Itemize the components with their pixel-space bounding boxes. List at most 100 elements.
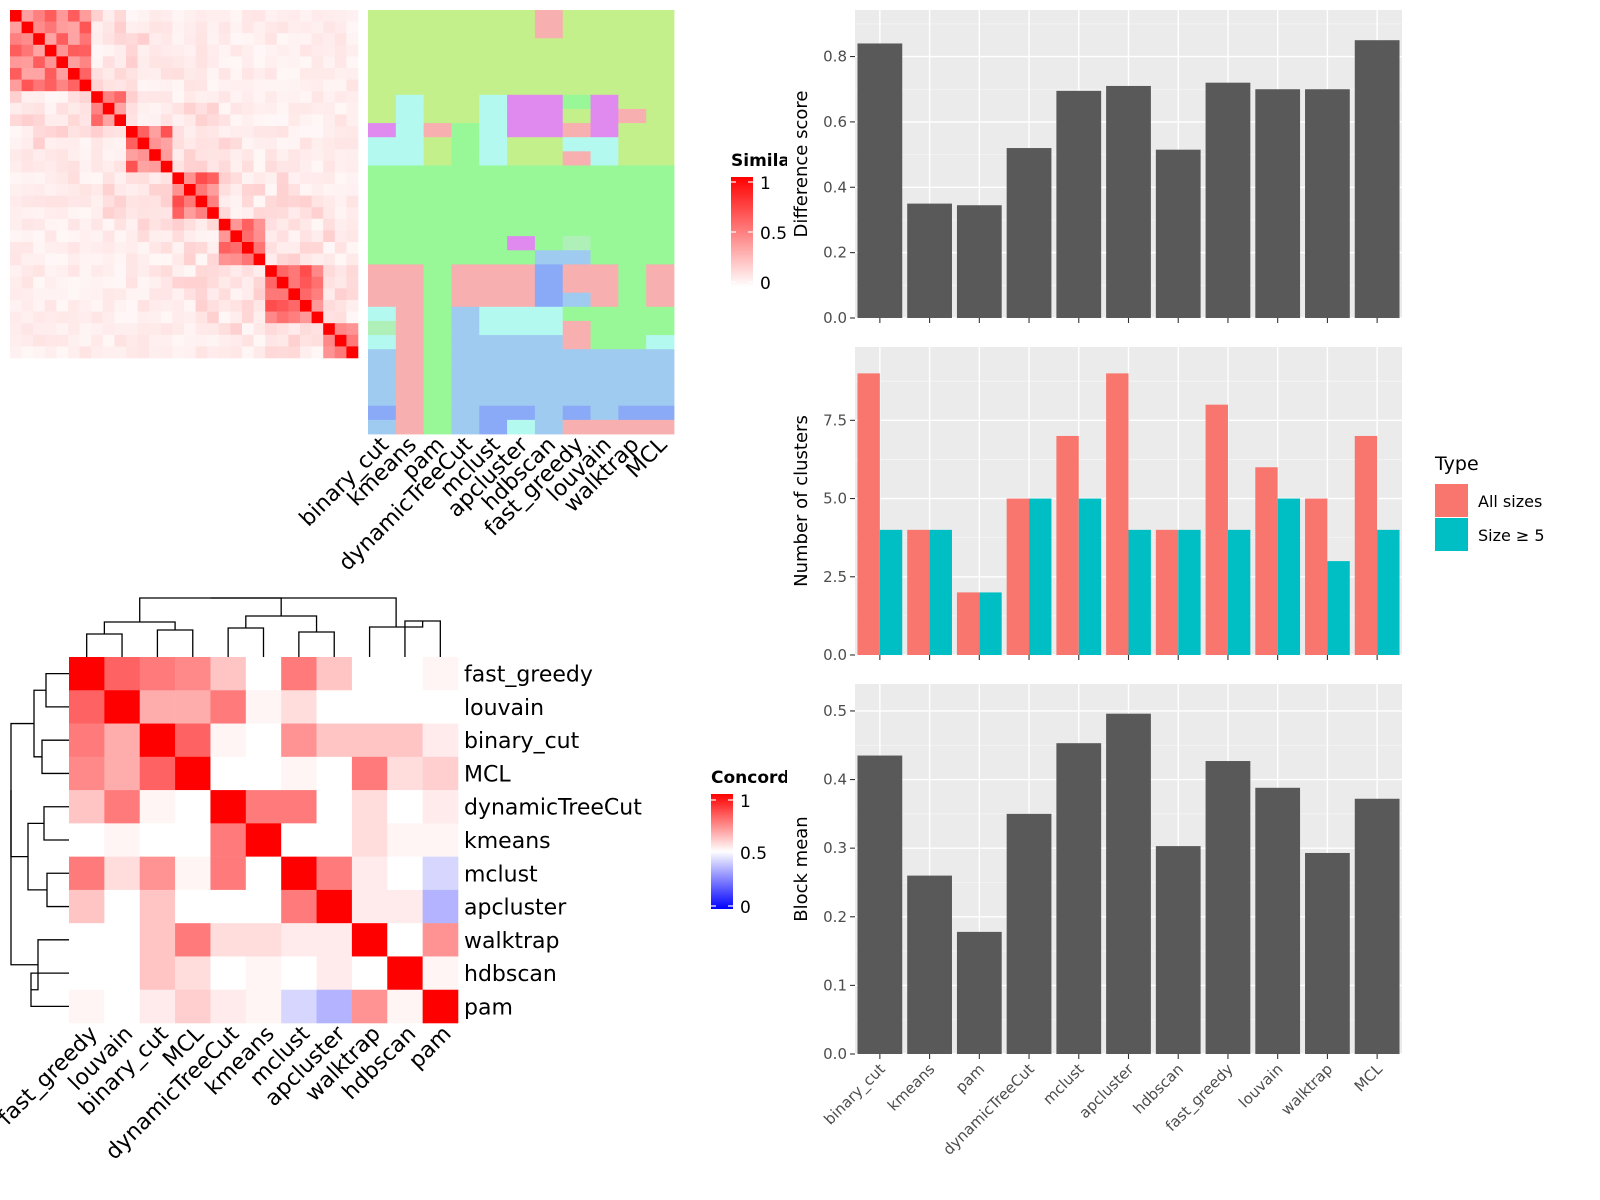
membership-cell	[646, 250, 675, 265]
similarity-cell	[334, 172, 347, 185]
similarity-cell	[102, 288, 115, 301]
membership-cell	[590, 363, 619, 378]
similarity-cell	[56, 91, 69, 104]
membership-cell	[395, 80, 425, 96]
similarity-cell	[334, 230, 347, 243]
similarity-cell	[288, 160, 301, 173]
similarity-cell	[218, 207, 231, 220]
cluster-membership-grid	[368, 10, 675, 435]
similarity-cell	[346, 184, 359, 196]
bar	[907, 203, 952, 318]
similarity-cell	[184, 334, 196, 347]
similarity-cell	[149, 149, 162, 162]
bar	[1205, 761, 1251, 1054]
similarity-cell	[91, 300, 104, 312]
similarity-cell	[195, 79, 208, 92]
y-tick-label: 5.0	[823, 490, 847, 508]
similarity-cell	[276, 10, 289, 22]
membership-cell	[618, 10, 647, 25]
membership-cell	[395, 391, 425, 407]
similarity-cell	[21, 79, 34, 92]
similarity-cell	[68, 33, 80, 46]
similarity-cell	[56, 300, 69, 312]
similarity-cell	[21, 323, 34, 336]
similarity-cell	[56, 311, 69, 324]
concordance-cell	[281, 790, 317, 824]
similarity-cell	[265, 21, 278, 34]
similarity-cell	[10, 300, 22, 312]
membership-cell	[646, 405, 675, 421]
concordance-cell	[210, 823, 247, 857]
similarity-cell	[311, 44, 324, 57]
membership-cell	[618, 123, 647, 138]
membership-cell	[507, 363, 536, 378]
concordance-cell	[245, 823, 282, 857]
similarity-cell	[265, 137, 278, 150]
membership-cell	[423, 335, 452, 350]
similarity-cell	[44, 160, 57, 173]
membership-cell	[646, 66, 675, 82]
similarity-cell	[172, 242, 185, 254]
membership-cell	[479, 250, 508, 265]
similarity-cell	[126, 160, 138, 173]
membership-cell	[423, 52, 452, 67]
similarity-cell	[149, 56, 162, 69]
similarity-cell	[323, 195, 336, 208]
similarity-cell	[149, 207, 162, 220]
similarity-cell	[114, 21, 127, 34]
similarity-cell	[300, 10, 312, 22]
membership-cell	[479, 207, 508, 223]
membership-cell	[479, 108, 508, 124]
similarity-cell	[68, 300, 80, 312]
similarity-cell	[184, 242, 196, 254]
membership-cell	[368, 306, 397, 322]
similarity-cell	[253, 56, 266, 69]
similarity-cell	[230, 172, 243, 185]
membership-cell	[590, 193, 619, 209]
concordance-cell	[210, 756, 247, 791]
similarity-cell	[242, 276, 254, 289]
similarity-cell	[68, 311, 80, 324]
similarity-cell	[184, 253, 196, 266]
similarity-cell	[311, 242, 324, 254]
membership-cell	[534, 193, 564, 209]
dendrogram-branch	[86, 633, 123, 657]
similarity-cell	[242, 218, 254, 231]
membership-cell	[368, 236, 397, 251]
concordance-cell	[69, 956, 105, 991]
similarity-cell	[207, 33, 220, 46]
similarity-cell	[323, 137, 336, 150]
similarity-cell	[33, 102, 46, 115]
similarity-cell	[311, 265, 324, 278]
membership-cell	[479, 292, 508, 308]
similarity-cell	[276, 114, 289, 127]
concordance-cell	[281, 657, 317, 691]
similarity-cell	[218, 56, 231, 69]
similarity-cell	[21, 311, 34, 324]
similarity-cell	[160, 195, 173, 208]
similarity-cell	[114, 137, 127, 150]
similarity-cell	[68, 334, 80, 347]
membership-cell	[368, 222, 397, 237]
similarity-cell	[276, 44, 289, 57]
membership-cell	[562, 236, 591, 251]
similarity-cell	[323, 114, 336, 127]
membership-cell	[368, 320, 397, 336]
membership-cell	[368, 151, 397, 166]
membership-cell	[479, 179, 508, 195]
similarity-cell	[21, 207, 34, 220]
similarity-cell	[126, 10, 138, 22]
similarity-cell	[265, 207, 278, 220]
similarity-cell	[160, 79, 173, 92]
membership-cell	[562, 38, 591, 53]
concordance-cell	[351, 657, 388, 691]
membership-cell	[479, 278, 508, 294]
similarity-cell	[311, 184, 324, 196]
membership-cell	[395, 10, 425, 25]
membership-cell	[618, 94, 647, 110]
similarity-cell	[346, 334, 359, 347]
membership-cell	[618, 306, 647, 322]
similarity-cell	[126, 33, 138, 46]
similarity-cell	[137, 218, 150, 231]
similarity-cell	[10, 288, 22, 301]
